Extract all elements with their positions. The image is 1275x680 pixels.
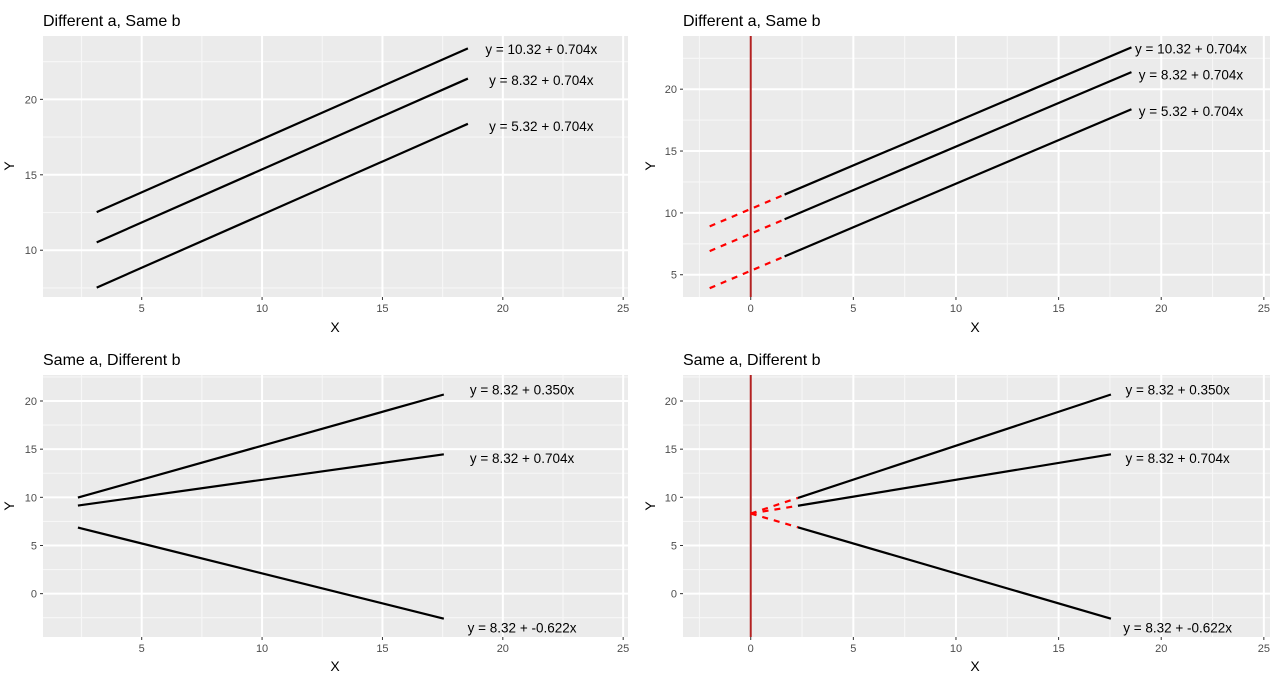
x-tick-label: 15 xyxy=(1052,643,1064,655)
y-axis-title: Y xyxy=(642,501,658,511)
x-tick-label: 5 xyxy=(139,643,145,655)
equation-label: y = 10.32 + 0.704x xyxy=(485,42,597,57)
equation-label: y = 8.32 + -0.622x xyxy=(468,620,577,635)
y-axis-title: Y xyxy=(1,161,17,171)
y-tick-label: 20 xyxy=(25,396,37,408)
panel-top-right: 0 5 10 15 20 25 5 10 15 20 y = 10.32 + 0.704x y = 8… xyxy=(642,13,1270,335)
x-tick-label: 10 xyxy=(950,303,962,315)
series-line xyxy=(797,453,1112,507)
x-axis-title: X xyxy=(330,319,340,335)
series-line xyxy=(784,108,1132,258)
panel-title: Same a, Different b xyxy=(683,352,821,369)
panel-title: Same a, Different b xyxy=(43,352,181,369)
x-tick-label: 5 xyxy=(139,303,145,315)
y-tick-label: 5 xyxy=(671,540,677,552)
y-tick-label: 10 xyxy=(25,245,37,257)
plot-background xyxy=(683,36,1270,297)
equation-label: y = 8.32 + 0.350x xyxy=(1125,382,1230,397)
plot-background xyxy=(43,375,628,637)
panel-bottom-left: 5 10 15 20 25 0 5 10 15 20 y = 8.32 + 0.350x y = 8.… xyxy=(1,352,629,674)
series-line xyxy=(96,122,469,289)
series-line xyxy=(77,526,445,620)
series-line xyxy=(797,393,1112,499)
x-tick-label: 20 xyxy=(497,303,509,315)
equation-label: y = 8.32 + 0.704x xyxy=(1139,67,1244,82)
plot-background xyxy=(43,36,628,297)
y-tick-label: 0 xyxy=(671,589,677,601)
x-tick-label: 15 xyxy=(376,303,388,315)
x-tick-label: 25 xyxy=(1258,303,1270,315)
dashed-extension-line xyxy=(750,512,799,529)
series-line xyxy=(77,453,444,507)
equation-label: y = 5.32 + 0.704x xyxy=(1139,104,1244,119)
dashed-extension-line xyxy=(709,193,786,228)
equation-label: y = 5.32 + 0.704x xyxy=(489,119,594,134)
x-tick-label: 15 xyxy=(376,643,388,655)
x-axis-title: X xyxy=(970,658,980,674)
y-axis-title: Y xyxy=(1,501,17,511)
y-tick-label: 10 xyxy=(25,492,37,504)
equation-label: y = 8.32 + 0.350x xyxy=(470,382,575,397)
x-tick-label: 20 xyxy=(1155,643,1167,655)
x-tick-label: 20 xyxy=(1155,303,1167,315)
equation-label: y = 10.32 + 0.704x xyxy=(1135,41,1247,56)
y-tick-label: 15 xyxy=(25,444,37,456)
dashed-extension-line xyxy=(709,218,786,253)
y-tick-label: 20 xyxy=(25,94,37,106)
y-tick-label: 10 xyxy=(665,208,677,220)
equation-label: y = 8.32 + 0.704x xyxy=(489,73,594,88)
x-tick-label: 5 xyxy=(850,303,856,315)
x-tick-label: 10 xyxy=(256,643,268,655)
x-tick-label: 10 xyxy=(950,643,962,655)
dashed-extension-line xyxy=(750,504,799,515)
y-tick-label: 5 xyxy=(31,540,37,552)
series-line xyxy=(797,526,1112,620)
y-tick-label: 15 xyxy=(665,146,677,158)
plot-background xyxy=(683,375,1270,637)
x-tick-label: 25 xyxy=(617,303,629,315)
equation-label: y = 8.32 + 0.704x xyxy=(1125,451,1230,466)
y-tick-label: 15 xyxy=(665,444,677,456)
x-tick-label: 25 xyxy=(1258,643,1270,655)
equation-label: y = 8.32 + 0.704x xyxy=(470,451,575,466)
dashed-extension-line xyxy=(750,496,799,515)
panel-bottom-right: 0 5 10 15 20 25 0 5 10 15 20 y = 8.32 + 0.350x y = 8… xyxy=(642,352,1270,674)
series-line xyxy=(784,71,1132,221)
y-tick-label: 5 xyxy=(671,270,677,282)
y-tick-label: 10 xyxy=(665,492,677,504)
x-tick-label: 5 xyxy=(850,643,856,655)
panel-top-left: 5 10 15 20 25 10 15 20 y = 10.32 + 0.704x y = 8.3… xyxy=(1,13,629,335)
series-line xyxy=(96,77,469,244)
x-tick-label: 25 xyxy=(617,643,629,655)
x-tick-label: 10 xyxy=(256,303,268,315)
y-tick-label: 20 xyxy=(665,84,677,96)
y-tick-label: 0 xyxy=(31,589,37,601)
panel-title: Different a, Same b xyxy=(683,13,821,30)
series-line xyxy=(77,393,445,499)
x-tick-label: 0 xyxy=(748,643,754,655)
series-line xyxy=(96,47,469,214)
y-tick-label: 15 xyxy=(25,170,37,182)
dashed-extension-line xyxy=(709,255,786,290)
x-tick-label: 20 xyxy=(497,643,509,655)
y-axis-title: Y xyxy=(642,161,658,171)
series-line xyxy=(784,46,1132,196)
panel-title: Different a, Same b xyxy=(43,13,181,30)
equation-label: y = 8.32 + -0.622x xyxy=(1123,620,1232,635)
x-axis-title: X xyxy=(330,658,340,674)
x-axis-title: X xyxy=(970,319,980,335)
x-tick-label: 15 xyxy=(1052,303,1064,315)
y-tick-label: 20 xyxy=(665,396,677,408)
x-tick-label: 0 xyxy=(748,303,754,315)
